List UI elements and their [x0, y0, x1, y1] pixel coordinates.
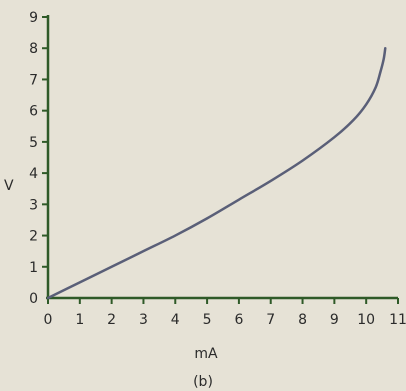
y-tick-label: 8 — [29, 41, 38, 57]
x-tick-label: 4 — [171, 312, 180, 328]
series-line — [46, 46, 387, 300]
x-tick-label: 8 — [298, 312, 307, 328]
figure-caption: (b) — [193, 374, 213, 390]
y-tick-label: 4 — [29, 166, 38, 182]
series-group — [46, 46, 387, 300]
y-ticks: 0 1 2 3 4 5 6 7 8 9 — [29, 10, 48, 307]
y-tick-label: 0 — [29, 291, 38, 307]
x-tick-label: 6 — [234, 312, 243, 328]
axes — [46, 15, 398, 300]
y-tick-label: 2 — [29, 229, 38, 245]
y-tick-label: 3 — [29, 197, 38, 213]
x-tick-label: 2 — [107, 312, 116, 328]
x-tick-label: 10 — [357, 312, 375, 328]
x-tick-label: 5 — [203, 312, 212, 328]
y-tick-label: 1 — [29, 260, 38, 276]
y-tick-label: 9 — [29, 10, 38, 26]
x-tick-label: 1 — [75, 312, 84, 328]
x-ticks: 0 1 2 3 4 5 6 7 8 9 10 11 — [44, 298, 406, 328]
y-tick-label: 6 — [29, 104, 38, 120]
x-tick-label: 7 — [266, 312, 275, 328]
x-tick-label: 11 — [389, 312, 406, 328]
x-axis-label: mA — [194, 346, 218, 362]
x-tick-label: 3 — [139, 312, 148, 328]
x-tick-label: 9 — [330, 312, 339, 328]
x-tick-label: 0 — [44, 312, 53, 328]
y-tick-label: 7 — [29, 72, 38, 88]
y-tick-label: 5 — [29, 135, 38, 151]
y-axis-label: V — [4, 178, 14, 194]
